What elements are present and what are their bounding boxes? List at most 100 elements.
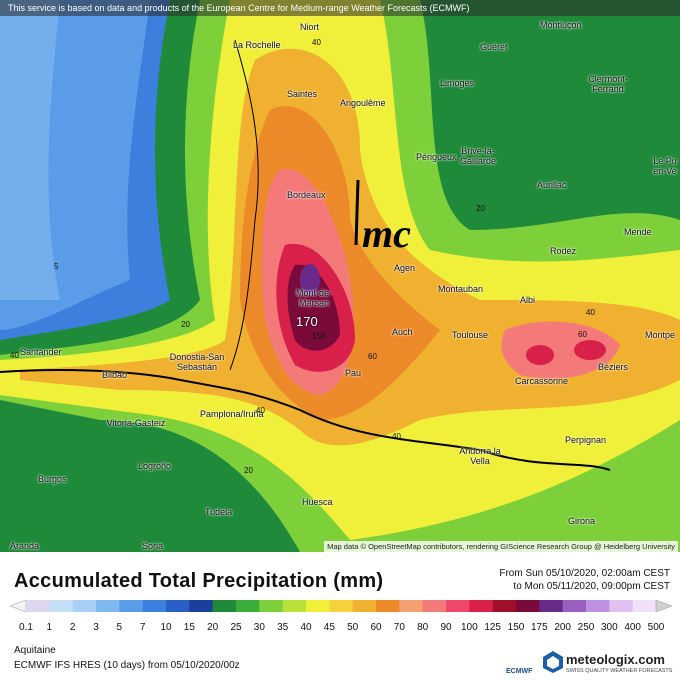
legend-swatch (306, 600, 330, 612)
legend-label: 0.1 (19, 622, 33, 633)
city-label: Santander (20, 347, 62, 357)
contour-label: 60 (578, 330, 587, 339)
legend-swatch (166, 600, 190, 612)
legend-swatch (142, 600, 167, 612)
legend-swatch (329, 600, 354, 612)
city-label: Mont-de-Marsan (295, 288, 332, 308)
city-label: Auch (392, 327, 413, 337)
ecmwf-logo: ECMWF (506, 668, 533, 675)
city-label: Carcassonne (515, 376, 569, 386)
legend-arrow (655, 599, 673, 613)
time-to: to Mon 05/11/2020, 09:00pm CEST (513, 581, 670, 592)
time-from: From Sun 05/10/2020, 02:00am CEST (499, 568, 670, 579)
city-label: Niort (300, 22, 320, 32)
map-attribution: Map data © OpenStreetMap contributors, r… (324, 541, 678, 552)
service-notice: This service is based on data and produc… (0, 0, 680, 16)
brand-icon (543, 651, 563, 673)
legend-label: 45 (324, 622, 336, 633)
legend-label: 7 (140, 622, 146, 633)
legend-swatch (212, 600, 237, 612)
legend-swatch (96, 600, 120, 612)
legend-label: 150 (508, 622, 525, 633)
city-label: Pamplona/Iruña (200, 409, 264, 419)
legend-label: 20 (207, 622, 219, 633)
city-label: Agen (394, 263, 416, 273)
city-label: Soria (142, 541, 164, 551)
legend-swatch (632, 600, 657, 612)
city-label: Limoges (440, 78, 475, 88)
contour-label: 40 (256, 406, 265, 415)
watermark-logo: mc (362, 211, 411, 256)
color-legend: 0.1 1 2 3 5 7 10 15 20 25 30 35 40 45 50 60 70 80 90 100 125… (9, 599, 673, 633)
legend-label: 70 (394, 622, 406, 633)
city-label: Mende (624, 227, 652, 237)
city-label: Béziers (598, 362, 629, 372)
legend-label: 80 (417, 622, 429, 633)
legend-arrow (9, 599, 27, 613)
map-title: Accumulated Total Precipitation (mm) (14, 570, 384, 592)
legend-swatch (539, 600, 564, 612)
city-label: Perpignan (565, 435, 607, 445)
legend-swatch (422, 600, 447, 612)
city-label: Pau (345, 368, 362, 378)
city-label: Angoulême (340, 98, 386, 108)
city-label: Donostia-San Sebastián (169, 352, 225, 372)
city-label: Montluçon (540, 20, 582, 30)
legend-label: 3 (93, 622, 99, 633)
city-label: Logroño (138, 461, 172, 471)
contour-label: 40 (586, 308, 595, 317)
city-label: Montpe (645, 330, 676, 340)
legend-label: 300 (601, 622, 618, 633)
legend-label: 50 (347, 622, 359, 633)
legend-swatch (259, 600, 284, 612)
legend-swatch (399, 600, 424, 612)
city-label: La Rochelle (233, 40, 281, 50)
legend-swatch (586, 600, 610, 612)
legend-swatch (376, 600, 400, 612)
city-label: Tudela (205, 507, 233, 517)
legend-label: 5 (117, 622, 123, 633)
model-info: ECMWF IFS HRES (10 days) from 05/10/2020… (14, 660, 240, 671)
legend-swatch (562, 600, 587, 612)
legend-swatch (352, 600, 377, 612)
precipitation-map (0, 0, 680, 552)
contour-label: 170 (296, 314, 318, 329)
brand-name: meteologix.com (566, 652, 665, 667)
city-label: Andorra la Vella (459, 446, 501, 466)
contour-label: 40 (10, 351, 19, 360)
contour-label: 20 (244, 466, 253, 475)
legend-swatch (49, 600, 74, 612)
legend-label: 2 (70, 622, 76, 633)
legend-swatch (72, 600, 97, 612)
legend-swatch (119, 600, 144, 612)
contour-label: 5 (54, 262, 59, 271)
legend-label: 500 (648, 622, 665, 633)
city-label: Burgos (38, 474, 67, 484)
legend-swatch (189, 600, 214, 612)
contour-label: 150 (312, 332, 326, 341)
city-label: Aranda (10, 541, 40, 551)
contour-label: 60 (368, 352, 377, 361)
legend-label: 400 (624, 622, 641, 633)
legend-label: 100 (461, 622, 478, 633)
city-label: Albi (520, 295, 536, 305)
legend-label: 200 (554, 622, 571, 633)
legend-label: 1 (47, 622, 53, 633)
legend-swatch (469, 600, 494, 612)
legend-swatch (609, 600, 634, 612)
legend-label: 30 (254, 622, 266, 633)
legend-swatch (282, 600, 307, 612)
legend-label: 25 (230, 622, 242, 633)
city-label: Montauban (438, 284, 484, 294)
contour-label: 20 (476, 204, 485, 213)
legend-label: 35 (277, 622, 289, 633)
contour-label: 20 (181, 320, 190, 329)
city-label: Huesca (302, 497, 333, 507)
legend-label: 15 (184, 622, 196, 633)
brand-tagline: SWISS QUALITY WEATHER FORECASTS (566, 668, 673, 674)
city-label: Périgueux (416, 152, 457, 162)
legend-swatch (236, 600, 260, 612)
region-name: Aquitaine (14, 645, 56, 656)
city-label: Brive-la-Gaillarde (459, 146, 497, 166)
